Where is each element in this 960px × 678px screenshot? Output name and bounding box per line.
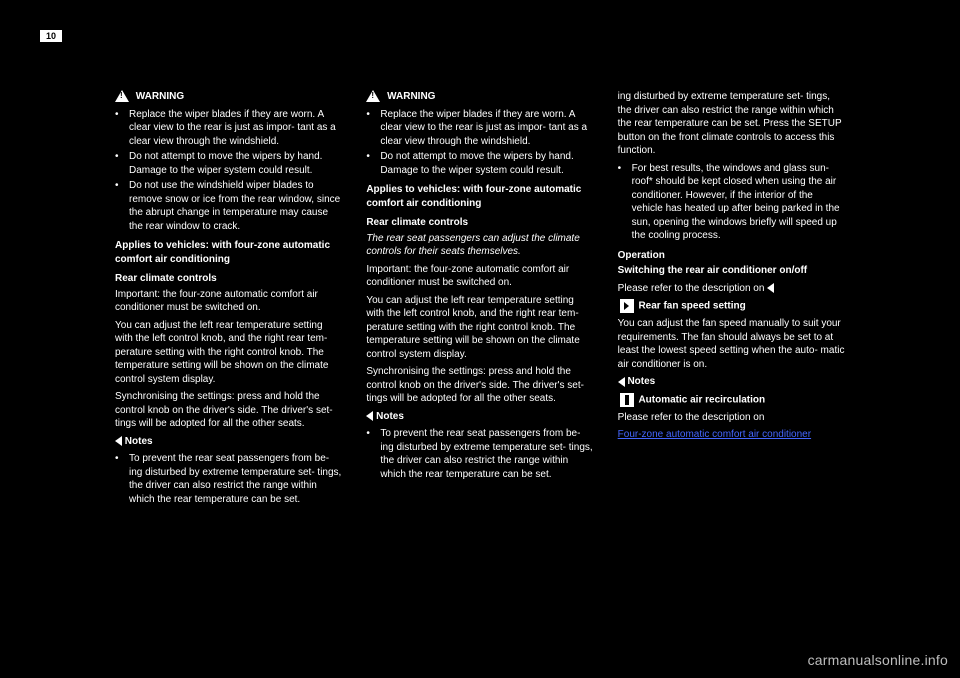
paragraph: Please refer to the description on [618,412,765,423]
section-heading: Rear climate controls [115,272,342,286]
back-pointer-icon [767,283,774,293]
paragraph: Important: the four-zone automatic comfo… [115,288,342,315]
operation-heading: Operation [618,249,845,263]
notes-label: Notes [125,436,153,447]
warning-label: WARNING [136,91,184,102]
paragraph: Important: the four-zone automatic comfo… [366,263,593,290]
bullet-text: Do not use the windshield wiper blades t… [129,179,342,233]
paragraph: You can adjust the left rear temperature… [366,294,593,362]
paragraph: ing disturbed by extreme temperature set… [618,90,845,158]
note-pointer-icon [618,377,625,387]
applies-to-heading: Applies to vehicles: with four-zone auto… [115,239,342,266]
paragraph: You can adjust the left rear temperature… [115,319,342,387]
note-pointer-icon [115,436,122,446]
watermark: carmanualsonline.info [808,652,948,668]
bullet-text: Replace the wiper blades if they are wor… [380,108,593,149]
paragraph: Synchronising the settings: press and ho… [366,365,593,406]
paragraph: The rear seat passengers can adjust the … [366,232,593,259]
notes-label: Notes [627,376,655,387]
section-heading: Rear climate controls [366,216,593,230]
warning-icon [366,90,380,102]
play-icon [620,299,634,313]
paragraph: Synchronising the settings: press and ho… [115,390,342,431]
auto-recirc-heading: Automatic air recirculation [638,394,765,405]
note-pointer-icon [366,411,373,421]
column-right: ing disturbed by extreme temperature set… [618,90,845,508]
page-number-badge: 10 [40,30,62,42]
warning-label: WARNING [387,91,435,102]
fan-speed-heading: Rear fan speed setting [638,301,745,312]
manual-page: WARNING •Replace the wiper blades if the… [115,90,845,508]
note-text: To prevent the rear seat passengers from… [380,427,593,481]
bullet-text: Do not attempt to move the wipers by han… [129,150,342,177]
paragraph: You can adjust the fan speed manually to… [618,317,845,371]
recirculation-icon [620,393,634,407]
paragraph: Please refer to the description on [618,283,765,294]
bullet-text: Replace the wiper blades if they are wor… [129,108,342,149]
cross-reference-link[interactable]: Four-zone automatic comfort air conditio… [618,429,811,440]
subsection-heading: Switching the rear air conditioner on/of… [618,265,807,276]
note-text: To prevent the rear seat passengers from… [129,452,342,506]
applies-to-heading: Applies to vehicles: with four-zone auto… [366,183,593,210]
notes-label: Notes [376,411,404,422]
column-left: WARNING •Replace the wiper blades if the… [115,90,342,508]
warning-icon [115,90,129,102]
column-middle: WARNING •Replace the wiper blades if the… [366,90,593,508]
bullet-text: Do not attempt to move the wipers by han… [380,150,593,177]
paragraph: For best results, the windows and glass … [632,162,845,243]
